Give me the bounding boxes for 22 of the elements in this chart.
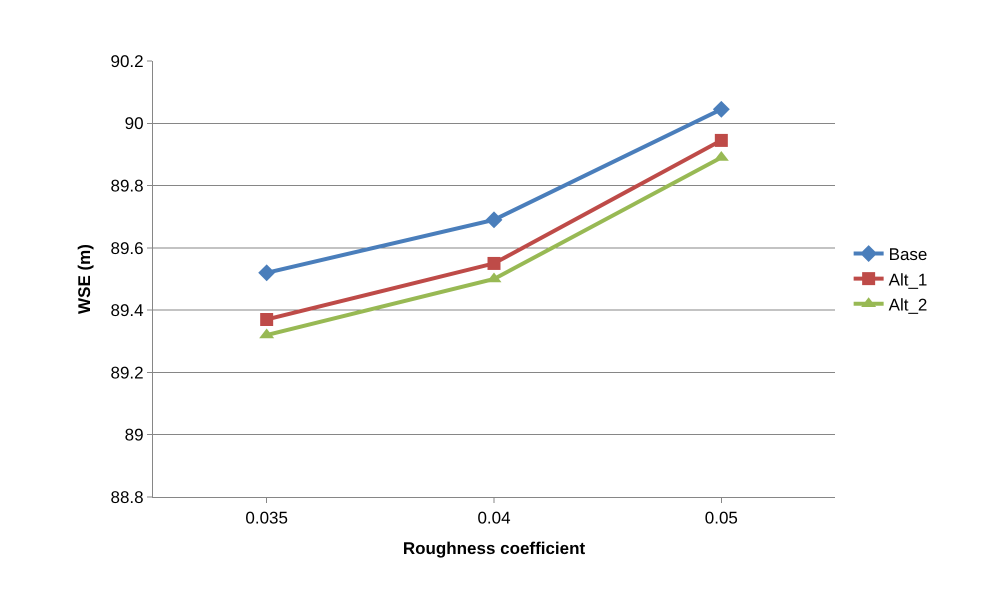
x-axis-title: Roughness coefficient [402,538,586,558]
x-tick-label: 0.05 [704,508,738,528]
y-tick-label: 88.8 [110,488,144,507]
point [260,312,274,326]
y-tick-label: 89.2 [110,363,144,382]
y-tick-label: 89.6 [110,238,144,258]
legend-label: Alt_1 [888,270,928,290]
x-tick-label: 0.04 [477,508,511,528]
legend-label: Base [888,245,928,264]
y-tick-label: 90.2 [110,52,144,71]
point [712,100,730,118]
y-axis-title: WSE (m) [75,244,94,314]
y-tick-label: 90 [124,114,144,134]
point [714,134,728,147]
point [488,256,500,270]
point [258,264,276,282]
x-tick-label: 0.035 [245,508,288,528]
y-tick-label: 89.4 [110,301,144,320]
y-tick-label: 89.8 [110,176,144,196]
y-tick-label: 89 [124,426,144,445]
legend-label: Alt_2 [888,295,928,314]
point [486,211,502,228]
